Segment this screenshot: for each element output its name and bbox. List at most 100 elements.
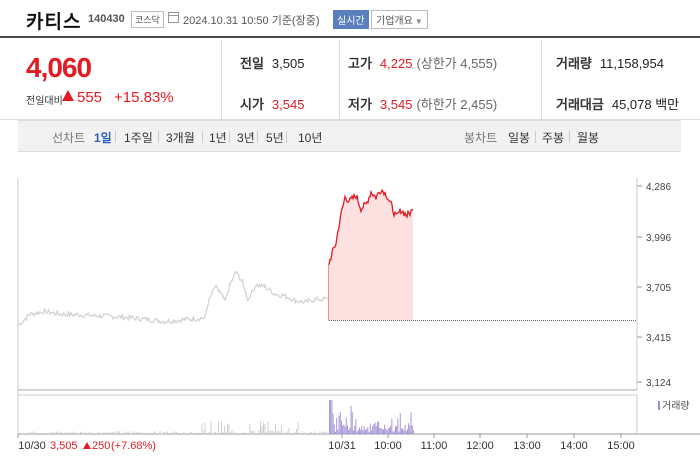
volume-bar (332, 413, 334, 434)
today-area-fill (329, 190, 413, 321)
stat-sub: (하한가 2,455) (416, 97, 498, 112)
volume-bar (378, 421, 380, 434)
company-name: 카티스 (26, 12, 82, 33)
volume-bar (165, 432, 167, 434)
tab-10y[interactable]: 10년 (298, 131, 323, 145)
tab-3y[interactable]: 3년 (237, 131, 255, 145)
volume-bar (387, 428, 389, 434)
volume-bar (137, 432, 138, 434)
volume-bar (210, 421, 212, 434)
volume-bar (312, 432, 314, 434)
volume-bar (233, 432, 234, 434)
volume-bar (83, 433, 84, 434)
volume-bar (161, 433, 162, 434)
volume-bar (57, 432, 59, 434)
tab-3m[interactable]: 3개월 (166, 131, 195, 145)
volume-bar (113, 431, 114, 434)
volume-bar (135, 431, 137, 434)
volume-bar (413, 430, 414, 434)
volume-bar (207, 433, 209, 434)
volume-bar (123, 432, 125, 434)
volume-bar (375, 426, 377, 434)
volume-bar (78, 433, 80, 434)
stat-value: 11,158,954 (599, 56, 664, 71)
volume-bar (146, 432, 147, 434)
tab-1d[interactable]: 1일 (94, 131, 112, 145)
divider (115, 131, 116, 143)
volume-bar (227, 424, 228, 434)
volume-bar (104, 432, 105, 434)
volume-bar (355, 419, 357, 434)
volume-bar (222, 431, 224, 434)
stat-label: 고가 (348, 56, 372, 71)
volume-bar (384, 424, 386, 434)
volume-bar (98, 431, 99, 434)
company-info-button[interactable]: 기업개요 ▼ (371, 10, 428, 29)
x-tick-label: 13:00 (513, 440, 541, 452)
tab-1w[interactable]: 1주일 (124, 131, 153, 145)
volume-bar (99, 433, 101, 434)
volume-bar (234, 432, 236, 434)
chevron-down-icon: ▼ (414, 17, 423, 26)
volume-bar (72, 431, 74, 434)
volume-bar (158, 433, 159, 434)
tab-daily[interactable]: 일봉 (508, 131, 531, 145)
volume-bar (164, 432, 165, 434)
volume-legend-swatch (658, 401, 660, 410)
volume-bar (45, 433, 47, 434)
volume-bar (329, 400, 330, 434)
tab-5y[interactable]: 5년 (266, 131, 284, 145)
volume-bar (230, 432, 231, 434)
stat-prev-close: 전일 3,505 (240, 53, 304, 72)
volume-bar (294, 432, 296, 434)
tab-monthly[interactable]: 월봉 (577, 131, 600, 145)
volume-bar (80, 431, 81, 434)
volume-bar (269, 431, 270, 434)
datetime: 2024.10.31 10:50 기준(장중) (183, 15, 320, 27)
stat-label: 거래대금 (556, 97, 604, 112)
divider (541, 40, 542, 120)
price-chart[interactable]: 4,286 3,996 3,705 3,415 3,124 10/30 10/31 10:0… (0, 170, 700, 473)
volume-bar (66, 433, 68, 434)
divider (229, 131, 230, 143)
volume-bar (125, 431, 126, 434)
volume-bar (126, 431, 128, 434)
y-tick-label: 3,996 (646, 233, 671, 244)
stat-open: 시가 3,545 (240, 94, 304, 113)
volume-bar (252, 430, 254, 434)
volume-bar (213, 432, 215, 434)
volume-bar (198, 432, 200, 434)
prev-day-change: 250 (92, 440, 110, 452)
volume-bar (285, 433, 287, 434)
change-label: 전일대비 (26, 96, 63, 107)
stat-value: 3,505 (271, 56, 305, 71)
volume-bar (351, 412, 353, 434)
volume-bar (42, 433, 44, 434)
volume-bar (225, 431, 227, 434)
volume-bar (300, 431, 302, 434)
divider (569, 131, 570, 143)
x-tick-label: 11:00 (421, 440, 448, 452)
volume-bar (409, 425, 411, 434)
x-tick-label: 12:00 (466, 440, 494, 452)
tab-weekly[interactable]: 주봉 (542, 131, 565, 145)
volume-bar (398, 431, 400, 434)
stock-code: 140430 (88, 13, 125, 25)
volume-bar (299, 433, 300, 434)
stat-value: 45,078 백만 (611, 97, 680, 112)
volume-bar (120, 433, 122, 434)
volume-bar (132, 431, 134, 434)
volume-bar (267, 422, 269, 434)
volume-bar (131, 432, 132, 434)
divider (286, 131, 287, 143)
stat-high: 고가 4,225 (상한가 4,555) (348, 53, 497, 72)
y-axis-ticks: 4,286 3,996 3,705 3,415 3,124 (637, 182, 671, 389)
stat-value: 3,545 (379, 97, 413, 112)
volume-bar (92, 432, 93, 434)
stat-value: 3,545 (271, 97, 305, 112)
volume-bar (51, 431, 53, 434)
volume-bar (68, 432, 69, 434)
volume-bar (309, 432, 311, 434)
tab-1y[interactable]: 1년 (209, 131, 227, 145)
realtime-button[interactable]: 실시간 (333, 10, 369, 29)
